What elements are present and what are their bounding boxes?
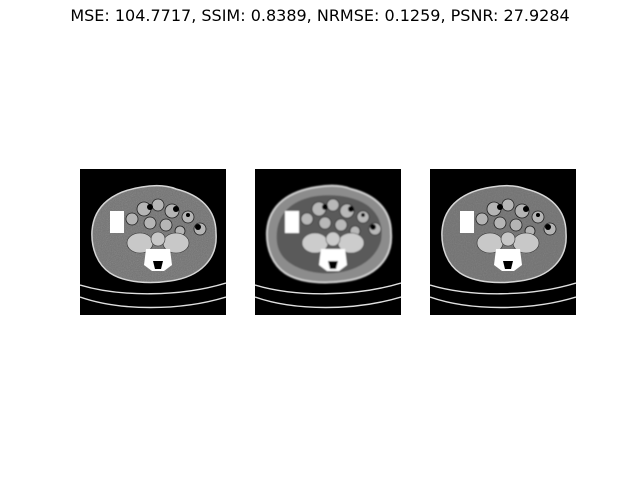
ct-slice-image-2 xyxy=(255,169,401,315)
ct-image-panel-3 xyxy=(430,169,576,315)
ct-slice-image-1 xyxy=(80,169,226,315)
ct-image-panel-1 xyxy=(80,169,226,315)
figure-title: MSE: 104.7717, SSIM: 0.8389, NRMSE: 0.12… xyxy=(70,6,570,25)
ct-slice-image-3 xyxy=(430,169,576,315)
ct-image-panel-2 xyxy=(255,169,401,315)
